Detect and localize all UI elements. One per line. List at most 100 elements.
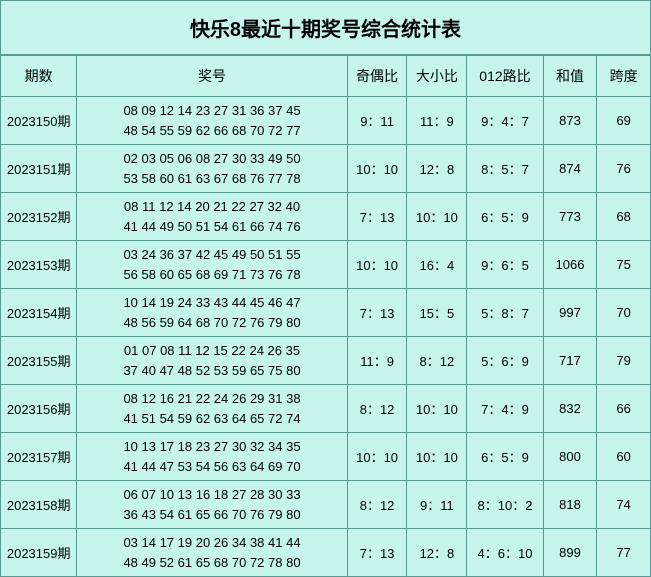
cell-sum: 874 [543, 145, 597, 193]
table-row: 2023156期08 12 16 21 22 24 26 29 31 3841 … [1, 385, 651, 433]
cell-span: 70 [597, 289, 651, 337]
cell-sum: 717 [543, 337, 597, 385]
cell-sum: 1066 [543, 241, 597, 289]
cell-span: 74 [597, 481, 651, 529]
cell-numbers: 02 03 05 06 08 27 30 33 49 5053 58 60 61… [77, 145, 347, 193]
numbers-line2: 37 40 47 48 52 53 59 65 75 80 [83, 361, 340, 381]
cell-012: 7：4：9 [467, 385, 543, 433]
cell-sum: 997 [543, 289, 597, 337]
table-row: 2023155期01 07 08 11 12 15 22 24 26 3537 … [1, 337, 651, 385]
numbers-line2: 48 49 52 61 65 68 70 72 78 80 [83, 553, 340, 573]
cell-oddeven: 10：10 [347, 241, 407, 289]
cell-oddeven: 7：13 [347, 289, 407, 337]
header-sum: 和值 [543, 56, 597, 97]
cell-oddeven: 9：11 [347, 97, 407, 145]
numbers-line2: 53 58 60 61 63 67 68 76 77 78 [83, 169, 340, 189]
cell-period: 2023156期 [1, 385, 77, 433]
cell-numbers: 01 07 08 11 12 15 22 24 26 3537 40 47 48… [77, 337, 347, 385]
cell-period: 2023150期 [1, 97, 77, 145]
cell-bigsmall: 11：9 [407, 97, 467, 145]
lottery-stats-table: 快乐8最近十期奖号综合统计表 期数 奖号 奇偶比 大小比 012路比 和值 跨度… [0, 0, 651, 577]
numbers-line1: 08 11 12 14 20 21 22 27 32 40 [83, 197, 340, 217]
cell-span: 77 [597, 529, 651, 577]
numbers-line2: 56 58 60 65 68 69 71 73 76 78 [83, 265, 340, 285]
cell-sum: 899 [543, 529, 597, 577]
table-row: 2023158期06 07 10 13 16 18 27 28 30 3336 … [1, 481, 651, 529]
cell-sum: 800 [543, 433, 597, 481]
cell-012: 5：8：7 [467, 289, 543, 337]
table-row: 2023151期02 03 05 06 08 27 30 33 49 5053 … [1, 145, 651, 193]
cell-bigsmall: 15：5 [407, 289, 467, 337]
cell-oddeven: 10：10 [347, 145, 407, 193]
cell-012: 9：6：5 [467, 241, 543, 289]
cell-period: 2023158期 [1, 481, 77, 529]
data-table: 期数 奖号 奇偶比 大小比 012路比 和值 跨度 2023150期08 09 … [0, 55, 651, 577]
table-row: 2023153期03 24 36 37 42 45 49 50 51 5556 … [1, 241, 651, 289]
header-oddeven: 奇偶比 [347, 56, 407, 97]
cell-numbers: 06 07 10 13 16 18 27 28 30 3336 43 54 61… [77, 481, 347, 529]
header-012: 012路比 [467, 56, 543, 97]
numbers-line2: 41 44 49 50 51 54 61 66 74 76 [83, 217, 340, 237]
cell-sum: 832 [543, 385, 597, 433]
header-period: 期数 [1, 56, 77, 97]
cell-span: 75 [597, 241, 651, 289]
cell-bigsmall: 10：10 [407, 385, 467, 433]
cell-oddeven: 7：13 [347, 529, 407, 577]
numbers-line1: 08 09 12 14 23 27 31 36 37 45 [83, 101, 340, 121]
table-row: 2023150期08 09 12 14 23 27 31 36 37 4548 … [1, 97, 651, 145]
cell-bigsmall: 12：8 [407, 529, 467, 577]
cell-012: 8：5：7 [467, 145, 543, 193]
cell-bigsmall: 16：4 [407, 241, 467, 289]
table-row: 2023152期08 11 12 14 20 21 22 27 32 4041 … [1, 193, 651, 241]
cell-sum: 773 [543, 193, 597, 241]
cell-012: 4：6：10 [467, 529, 543, 577]
cell-sum: 818 [543, 481, 597, 529]
cell-oddeven: 11：9 [347, 337, 407, 385]
cell-span: 66 [597, 385, 651, 433]
cell-012: 9：4：7 [467, 97, 543, 145]
cell-numbers: 10 13 17 18 23 27 30 32 34 3541 44 47 53… [77, 433, 347, 481]
numbers-line1: 06 07 10 13 16 18 27 28 30 33 [83, 485, 340, 505]
table-title: 快乐8最近十期奖号综合统计表 [0, 0, 651, 55]
cell-bigsmall: 10：10 [407, 433, 467, 481]
numbers-line1: 01 07 08 11 12 15 22 24 26 35 [83, 341, 340, 361]
cell-sum: 873 [543, 97, 597, 145]
cell-span: 79 [597, 337, 651, 385]
cell-period: 2023154期 [1, 289, 77, 337]
cell-oddeven: 10：10 [347, 433, 407, 481]
numbers-line1: 08 12 16 21 22 24 26 29 31 38 [83, 389, 340, 409]
cell-span: 68 [597, 193, 651, 241]
cell-012: 6：5：9 [467, 433, 543, 481]
cell-period: 2023152期 [1, 193, 77, 241]
header-bigsmall: 大小比 [407, 56, 467, 97]
cell-period: 2023157期 [1, 433, 77, 481]
cell-period: 2023153期 [1, 241, 77, 289]
header-numbers: 奖号 [77, 56, 347, 97]
numbers-line2: 48 56 59 64 68 70 72 76 79 80 [83, 313, 340, 333]
cell-012: 6：5：9 [467, 193, 543, 241]
cell-numbers: 08 11 12 14 20 21 22 27 32 4041 44 49 50… [77, 193, 347, 241]
cell-oddeven: 7：13 [347, 193, 407, 241]
header-span: 跨度 [597, 56, 651, 97]
cell-numbers: 08 09 12 14 23 27 31 36 37 4548 54 55 59… [77, 97, 347, 145]
numbers-line1: 03 14 17 19 20 26 34 38 41 44 [83, 533, 340, 553]
numbers-line2: 41 44 47 53 54 56 63 64 69 70 [83, 457, 340, 477]
header-row: 期数 奖号 奇偶比 大小比 012路比 和值 跨度 [1, 56, 651, 97]
table-row: 2023154期 10 14 19 24 33 43 44 45 46 4748 … [1, 289, 651, 337]
cell-span: 76 [597, 145, 651, 193]
numbers-line2: 36 43 54 61 65 66 70 76 79 80 [83, 505, 340, 525]
table-row: 2023159期03 14 17 19 20 26 34 38 41 4448 … [1, 529, 651, 577]
numbers-line1: 03 24 36 37 42 45 49 50 51 55 [83, 245, 340, 265]
cell-numbers: 03 14 17 19 20 26 34 38 41 4448 49 52 61… [77, 529, 347, 577]
cell-period: 2023159期 [1, 529, 77, 577]
numbers-line2: 48 54 55 59 62 66 68 70 72 77 [83, 121, 340, 141]
numbers-line2: 41 51 54 59 62 63 64 65 72 74 [83, 409, 340, 429]
cell-bigsmall: 8：12 [407, 337, 467, 385]
cell-numbers: 03 24 36 37 42 45 49 50 51 5556 58 60 65… [77, 241, 347, 289]
cell-numbers: 08 12 16 21 22 24 26 29 31 3841 51 54 59… [77, 385, 347, 433]
numbers-line1: 02 03 05 06 08 27 30 33 49 50 [83, 149, 340, 169]
numbers-line1: 10 14 19 24 33 43 44 45 46 47 [83, 293, 340, 313]
cell-bigsmall: 12：8 [407, 145, 467, 193]
numbers-line1: 10 13 17 18 23 27 30 32 34 35 [83, 437, 340, 457]
cell-span: 69 [597, 97, 651, 145]
